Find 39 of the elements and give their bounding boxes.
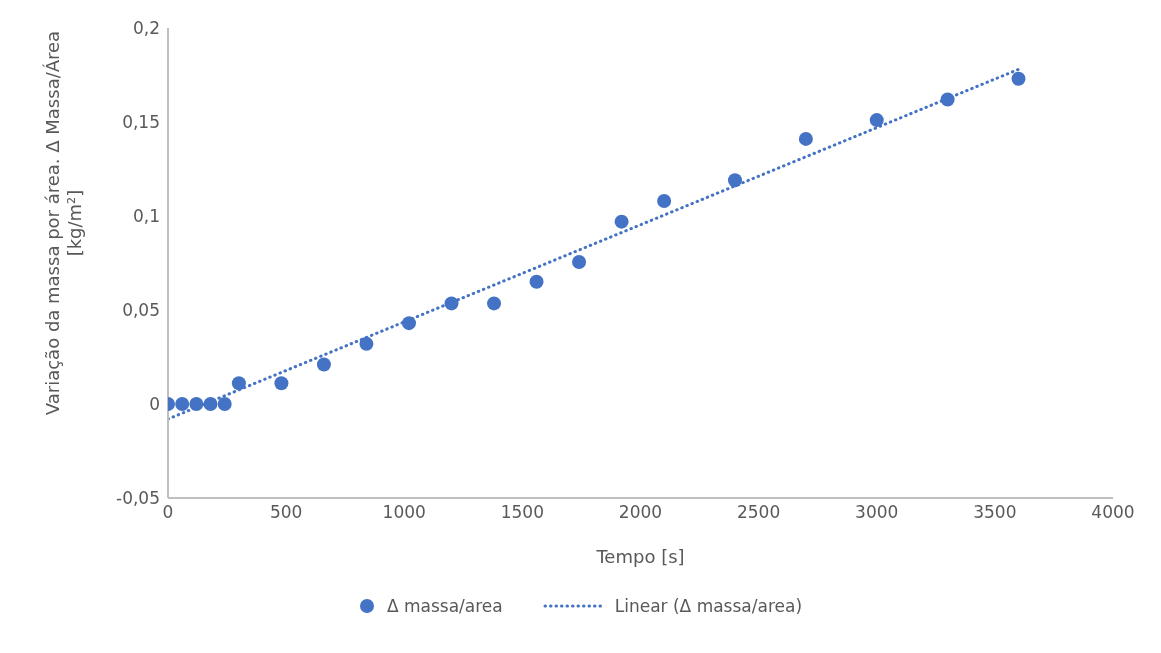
point bbox=[614, 214, 629, 229]
point bbox=[217, 397, 232, 411]
point bbox=[869, 113, 884, 128]
point bbox=[940, 92, 955, 107]
point bbox=[529, 274, 544, 289]
x-tick-label: 3000 bbox=[855, 502, 899, 523]
x-tick-label: 1500 bbox=[500, 502, 545, 523]
x-tick-label: 0 bbox=[162, 502, 174, 523]
point bbox=[487, 296, 502, 311]
point bbox=[657, 193, 672, 208]
y-tick-label: 0,05 bbox=[122, 300, 160, 321]
point bbox=[401, 316, 416, 331]
x-tick-label: 3500 bbox=[973, 502, 1017, 523]
point bbox=[798, 131, 813, 146]
legend-label: Linear (Δ massa/area) bbox=[614, 596, 803, 616]
y-tick-label: 0,15 bbox=[122, 112, 160, 133]
x-tick-label: 2500 bbox=[736, 502, 781, 523]
y-axis-title: Variação da massa por área. Δ Massa/Área [kg/m²] bbox=[42, 30, 85, 416]
y-tick-label: 0 bbox=[149, 394, 160, 415]
y-tick-label: 0,2 bbox=[132, 18, 160, 39]
point bbox=[274, 376, 289, 391]
x-tick-label: 2000 bbox=[618, 502, 663, 523]
x-tick-label: 4000 bbox=[1091, 502, 1135, 523]
point bbox=[203, 397, 218, 411]
y-tick-label: -0,05 bbox=[116, 488, 160, 509]
x-tick-label: 1000 bbox=[382, 502, 426, 523]
point bbox=[316, 357, 331, 372]
point bbox=[728, 173, 742, 188]
point bbox=[189, 397, 204, 411]
legend-label: Δ massa/area bbox=[386, 596, 503, 616]
point bbox=[444, 296, 459, 311]
point bbox=[359, 336, 374, 351]
x-axis-title: Tempo [s] bbox=[595, 546, 685, 567]
point bbox=[572, 255, 587, 270]
x-tick-label: 500 bbox=[269, 502, 303, 523]
point bbox=[175, 397, 190, 411]
y-tick-label: 0,1 bbox=[132, 206, 160, 227]
point bbox=[1011, 71, 1026, 86]
point bbox=[231, 376, 246, 391]
